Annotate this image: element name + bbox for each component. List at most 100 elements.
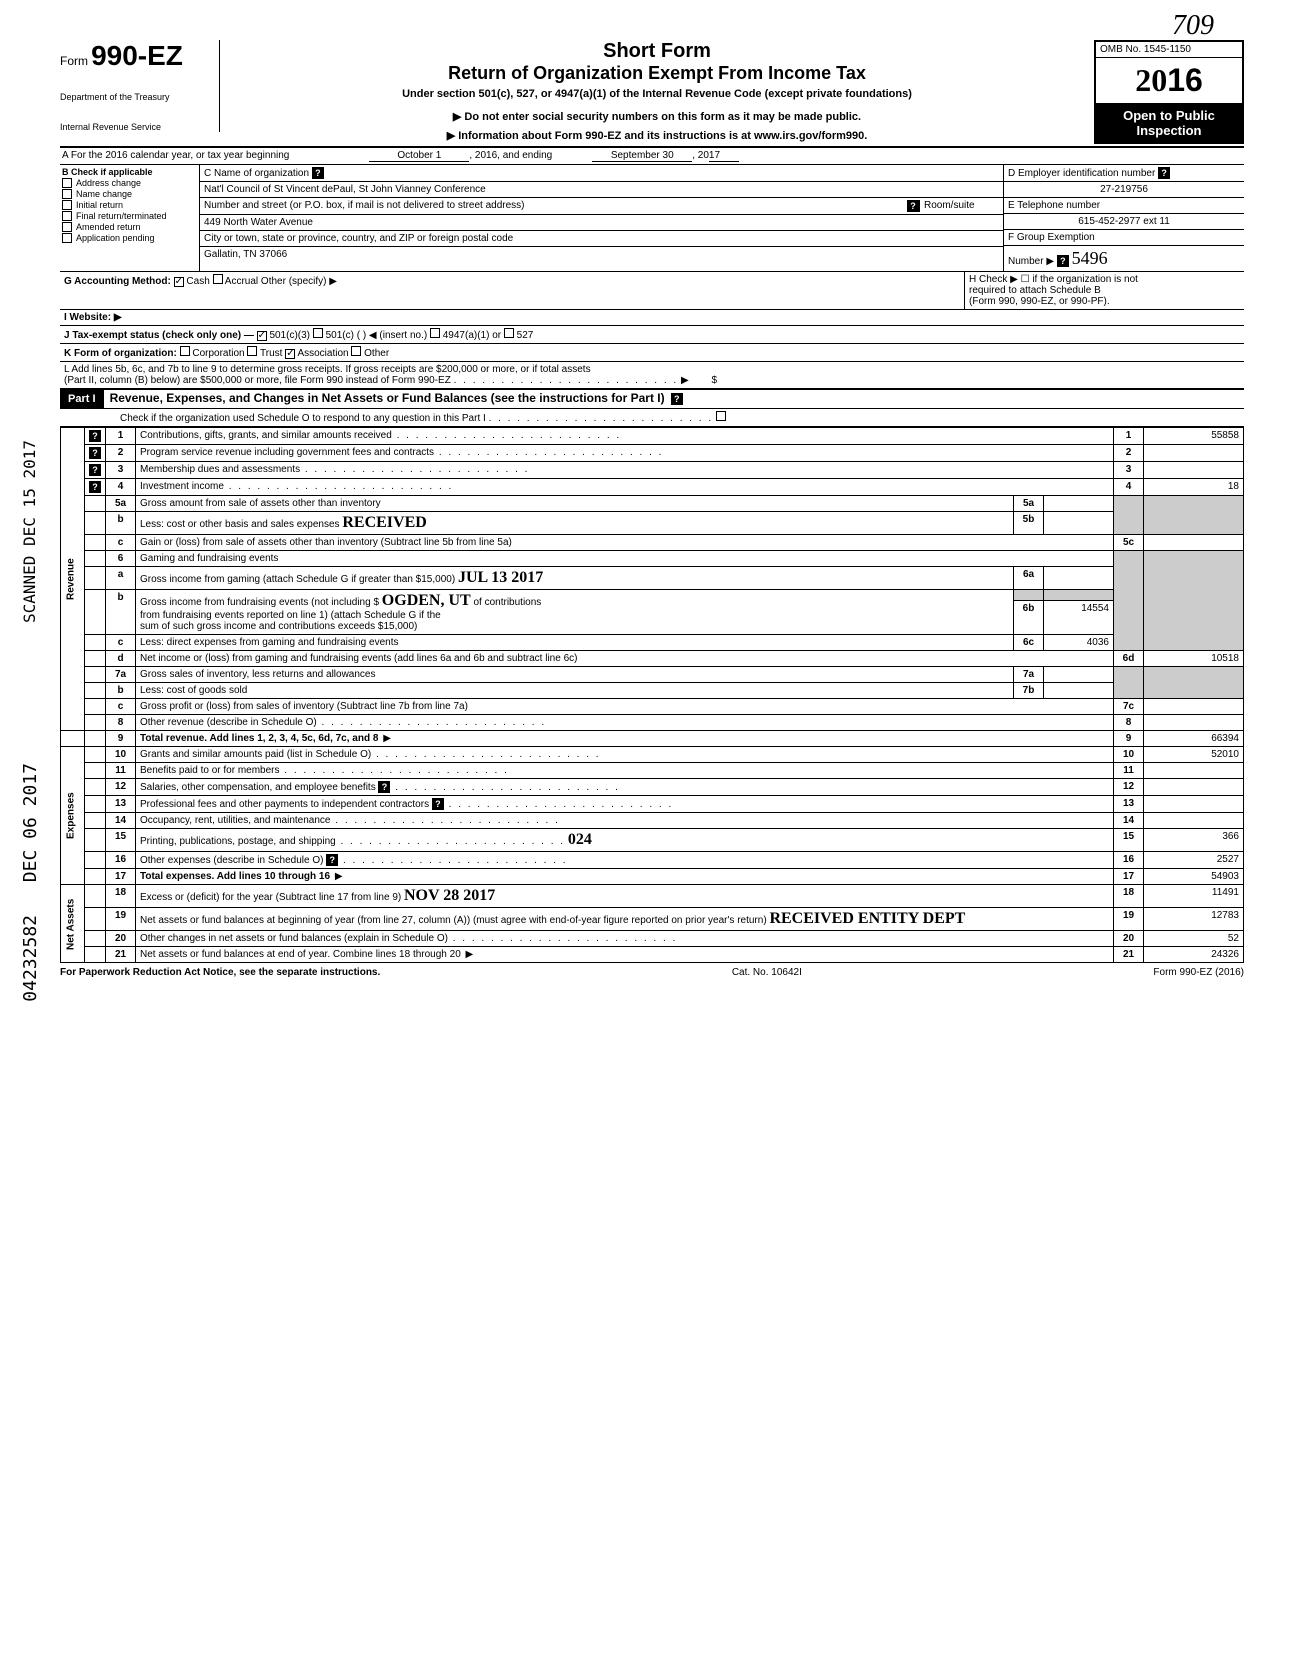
- org-name: Nat'l Council of St Vincent dePaul, St J…: [200, 182, 1003, 198]
- d-label-row: D Employer identification number ?: [1004, 165, 1244, 182]
- check-527[interactable]: [504, 328, 514, 338]
- ssn-warning: ▶ Do not enter social security numbers o…: [230, 110, 1084, 123]
- line-9: 9 Total revenue. Add lines 1, 2, 3, 4, 5…: [61, 731, 1244, 747]
- row-gh: G Accounting Method: Cash Accrual Other …: [60, 272, 1244, 310]
- check-assoc[interactable]: [285, 349, 295, 359]
- phone-value: 615-452-2977 ext 11: [1004, 214, 1244, 230]
- paperwork-notice: For Paperwork Reduction Act Notice, see …: [60, 967, 380, 978]
- part1-title: Revenue, Expenses, and Changes in Net As…: [107, 388, 668, 408]
- line-13: 13 Professional fees and other payments …: [61, 796, 1244, 813]
- expenses-side-label: Expenses: [61, 747, 85, 885]
- netassets-side-label: Net Assets: [61, 885, 85, 963]
- under-section: Under section 501(c), 527, or 4947(a)(1)…: [230, 88, 1084, 100]
- city-value: Gallatin, TN 37066: [200, 247, 1003, 262]
- check-accrual[interactable]: [213, 274, 223, 284]
- check-other[interactable]: [351, 346, 361, 356]
- line-1: Revenue ? 1 Contributions, gifts, grants…: [61, 428, 1244, 445]
- check-schedule-o[interactable]: [716, 411, 726, 421]
- row-a-tax-year: A For the 2016 calendar year, or tax yea…: [60, 146, 1244, 165]
- city-label: City or town, state or province, country…: [200, 231, 1003, 247]
- help-icon[interactable]: ?: [432, 798, 444, 810]
- row-a-label: A For the 2016 calendar year, or tax yea…: [62, 150, 289, 162]
- b-label: B Check if applicable: [62, 167, 197, 177]
- form-number: 990-EZ: [91, 40, 183, 71]
- line-5a: 5a Gross amount from sale of assets othe…: [61, 496, 1244, 512]
- row-k: K Form of organization: Corporation Trus…: [60, 344, 1244, 362]
- check-trust[interactable]: [247, 346, 257, 356]
- line-18: Net Assets 18 Excess or (deficit) for th…: [61, 885, 1244, 908]
- line-14: 14 Occupancy, rent, utilities, and maint…: [61, 813, 1244, 829]
- help-icon[interactable]: ?: [312, 167, 324, 179]
- row-a-mid: , 2016, and ending: [469, 150, 552, 162]
- help-icon[interactable]: ?: [326, 854, 338, 866]
- c-label: C Name of organization: [204, 168, 309, 179]
- open-public-2: Inspection: [1100, 123, 1238, 138]
- info-link: ▶ Information about Form 990-EZ and its …: [230, 129, 1084, 142]
- group-exemption-number: 5496: [1072, 248, 1108, 268]
- form-header: Form 990-EZ Department of the Treasury I…: [60, 40, 1244, 144]
- row-g: G Accounting Method: Cash Accrual Other …: [60, 272, 964, 309]
- ein-value: 27-219756: [1004, 182, 1244, 198]
- help-icon[interactable]: ?: [1057, 255, 1069, 267]
- short-form-title: Short Form: [230, 40, 1084, 63]
- line-5c: c Gain or (loss) from sale of assets oth…: [61, 535, 1244, 551]
- help-icon[interactable]: ?: [89, 447, 101, 459]
- check-amended[interactable]: Amended return: [62, 222, 197, 232]
- open-public: Open to Public Inspection: [1096, 104, 1242, 142]
- form-page: 709 SCANNED DEC 15 2017 Form 990-EZ Depa…: [60, 40, 1244, 982]
- form-number-block: Form 990-EZ Department of the Treasury I…: [60, 40, 220, 132]
- f-number-row: Number ▶ ? 5496: [1004, 246, 1244, 271]
- line-6b-1: b Gross income from fundraising events (…: [61, 590, 1244, 601]
- check-4947[interactable]: [430, 328, 440, 338]
- tax-year-end-yy: 17: [709, 150, 739, 162]
- line-8: 8 Other revenue (describe in Schedule O)…: [61, 715, 1244, 731]
- check-pending[interactable]: Application pending: [62, 233, 197, 243]
- street-label-row: Number and street (or P.O. box, if mail …: [200, 198, 1003, 215]
- help-icon[interactable]: ?: [1158, 167, 1170, 179]
- line-6d: d Net income or (loss) from gaming and f…: [61, 651, 1244, 667]
- line-num: 1: [106, 428, 136, 445]
- check-initial-return[interactable]: Initial return: [62, 200, 197, 210]
- form-right-block: OMB No. 1545-1150 2016 Open to Public In…: [1094, 40, 1244, 144]
- section-bcdef: B Check if applicable Address change Nam…: [60, 165, 1244, 272]
- row-a-suffix: , 20: [692, 150, 709, 162]
- help-icon[interactable]: ?: [89, 430, 101, 442]
- line-20: 20 Other changes in net assets or fund b…: [61, 931, 1244, 947]
- street-label: Number and street (or P.O. box, if mail …: [204, 200, 907, 212]
- room-label: Room/suite: [919, 200, 999, 212]
- street-address: 449 North Water Avenue: [200, 215, 1003, 231]
- line-desc: Contributions, gifts, grants, and simila…: [140, 430, 392, 441]
- help-icon[interactable]: ?: [671, 393, 683, 405]
- tax-year: 2016: [1096, 58, 1242, 104]
- help-icon[interactable]: ?: [89, 481, 101, 493]
- c-label-row: C Name of organization ?: [200, 165, 1003, 182]
- check-corp[interactable]: [180, 346, 190, 356]
- help-icon[interactable]: ?: [907, 200, 919, 212]
- check-schedule-o-row: Check if the organization used Schedule …: [60, 409, 1244, 427]
- line-6a: a Gross income from gaming (attach Sched…: [61, 567, 1244, 590]
- check-cash[interactable]: [174, 277, 184, 287]
- line-15: 15 Printing, publications, postage, and …: [61, 829, 1244, 852]
- check-final-return[interactable]: Final return/terminated: [62, 211, 197, 221]
- check-501c[interactable]: [313, 328, 323, 338]
- return-title: Return of Organization Exempt From Incom…: [230, 63, 1084, 84]
- check-address-change[interactable]: Address change: [62, 178, 197, 188]
- part1-table: Revenue ? 1 Contributions, gifts, grants…: [60, 427, 1244, 963]
- i-label: I Website: ▶: [64, 312, 122, 323]
- line-2: ? 2 Program service revenue including go…: [61, 445, 1244, 462]
- line-11: 11 Benefits paid to or for members 11: [61, 763, 1244, 779]
- part1-label: Part I: [60, 390, 104, 408]
- check-name-change[interactable]: Name change: [62, 189, 197, 199]
- line-6c: c Less: direct expenses from gaming and …: [61, 635, 1244, 651]
- year-big: 16: [1167, 62, 1203, 98]
- row-i: I Website: ▶: [60, 310, 1244, 326]
- entity-stamp: RECEIVED ENTITY DEPT: [769, 910, 965, 927]
- help-icon[interactable]: ?: [89, 464, 101, 476]
- dept-treasury: Department of the Treasury: [60, 92, 211, 102]
- year-prefix: 20: [1135, 62, 1167, 98]
- help-icon[interactable]: ?: [378, 781, 390, 793]
- line-3: ? 3 Membership dues and assessments 3: [61, 462, 1244, 479]
- amt-label: 1: [1114, 428, 1144, 445]
- check-501c3[interactable]: [257, 331, 267, 341]
- e-label: E Telephone number: [1004, 198, 1244, 214]
